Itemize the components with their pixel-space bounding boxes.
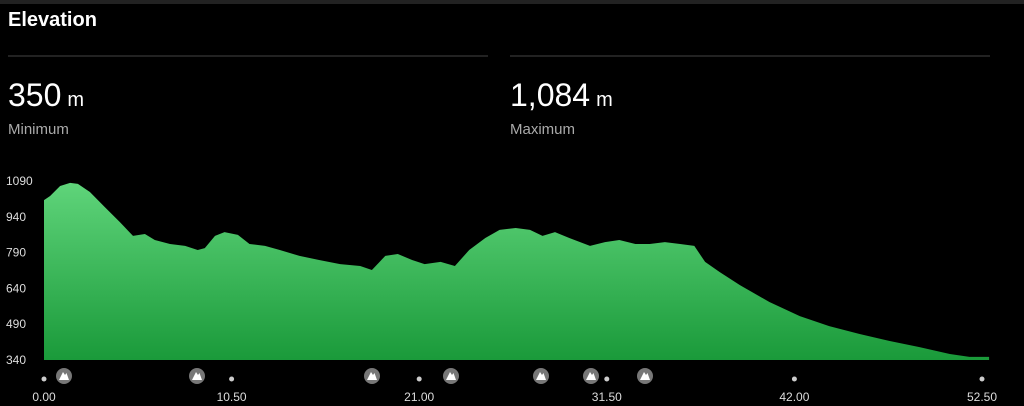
stat-unit: m [596,89,613,111]
pass-icon-glyph [640,372,650,380]
pass-icon-glyph [536,372,546,380]
stat-label: Maximum [510,121,575,138]
y-tick-label: 490 [6,317,26,331]
y-tick-label: 340 [6,353,26,367]
pass-icon-glyph [59,372,69,380]
x-tick-label: 21.00 [404,390,434,404]
stat-max: 1,084 m [510,77,613,113]
x-tick-dot [979,376,985,382]
y-tick-label: 1090 [6,174,33,188]
x-tick-label: 52.50 [967,390,997,404]
pass-icon-glyph [446,372,456,380]
stat-min: 350 m [8,77,84,113]
x-tick-dot [416,376,422,382]
stat-value: 350 [8,77,61,113]
x-tick-dot [791,376,797,382]
elevation-area [44,182,990,360]
pass-icons [56,368,653,384]
stat-label: Minimum [8,121,69,138]
x-tick-dot [604,376,610,382]
pass-icon-glyph [192,372,202,380]
x-tick-label: 0.00 [32,390,56,404]
x-tick-dot [41,376,47,382]
x-tick-dot [229,376,235,382]
pass-icon-glyph [586,372,596,380]
stat-unit: m [67,89,84,111]
x-tick-label: 31.50 [592,390,622,404]
x-tick-label: 10.50 [217,390,247,404]
top-bar [0,0,1024,4]
x-tick-label: 42.00 [779,390,809,404]
pass-icon-glyph [367,372,377,380]
y-tick-label: 640 [6,281,26,295]
section-title: Elevation [8,9,97,31]
stat-value: 1,084 [510,77,590,113]
y-tick-label: 790 [6,246,26,260]
y-tick-label: 940 [6,210,26,224]
